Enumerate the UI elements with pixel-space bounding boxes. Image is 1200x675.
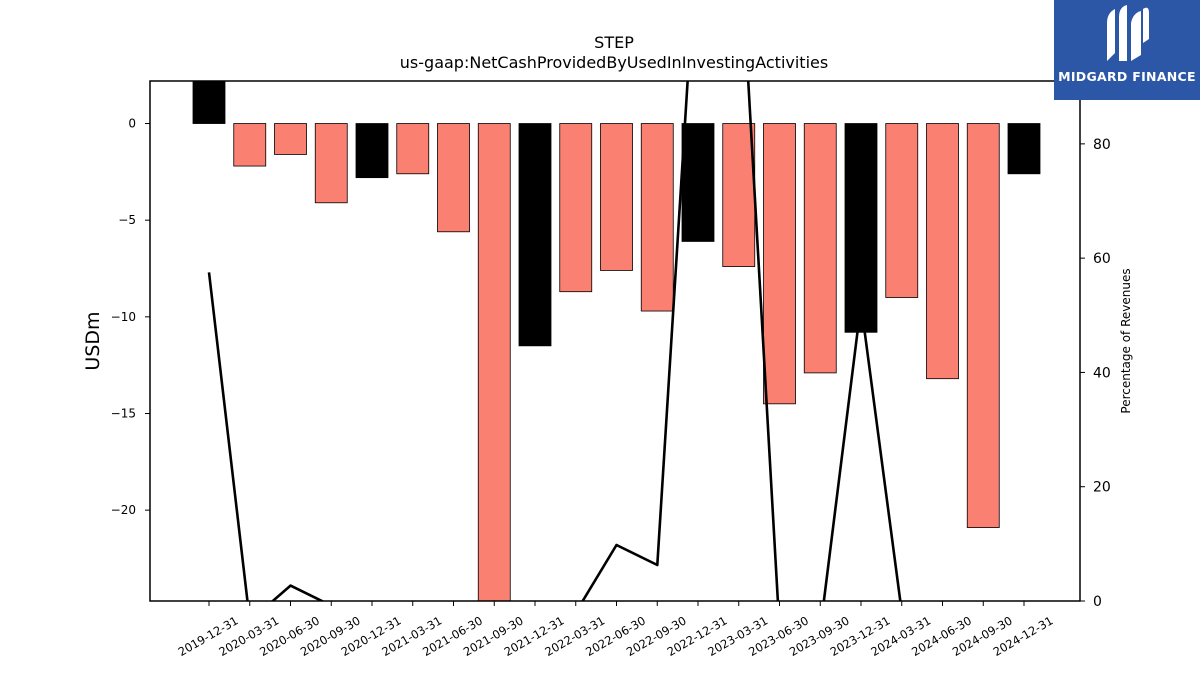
bar-2022-03-31 bbox=[559, 123, 593, 293]
bar-2023-03-31 bbox=[722, 123, 756, 267]
y2-tick-label: 0 bbox=[1093, 594, 1102, 610]
bars bbox=[192, 81, 1041, 601]
x-axis-ticks: 2019-12-312020-03-312020-06-302020-09-30… bbox=[176, 601, 1056, 659]
bar-2021-03-31 bbox=[396, 123, 430, 175]
bar-2024-09-30 bbox=[966, 123, 1000, 528]
y-axis-ticks: 0 −5 −10 −15 −20 bbox=[111, 117, 150, 517]
bar-2021-09-30 bbox=[477, 123, 511, 601]
y-tick-label: −15 bbox=[111, 406, 136, 420]
bar-2023-09-30 bbox=[803, 123, 837, 374]
y2-axis-ticks: 0 20 40 60 80 bbox=[1080, 137, 1111, 610]
bar-2019-12-31 bbox=[192, 81, 226, 124]
bar-2020-06-30 bbox=[274, 123, 307, 155]
bar-2022-09-30 bbox=[640, 123, 674, 312]
y-tick-label: −20 bbox=[111, 503, 136, 517]
plot-frame bbox=[149, 80, 1081, 602]
y2-tick-label: 60 bbox=[1093, 251, 1111, 267]
bar-2021-12-31 bbox=[518, 123, 552, 347]
chart-title: STEP bbox=[594, 33, 634, 52]
y2-tick-label: 80 bbox=[1093, 137, 1111, 153]
y2-tick-label: 40 bbox=[1093, 365, 1111, 381]
midgard-logo-icon bbox=[1107, 5, 1149, 61]
y-tick-label: −10 bbox=[111, 310, 136, 324]
bar-2024-12-31 bbox=[1007, 123, 1041, 175]
logo-text: MIDGARD FINANCE bbox=[1058, 69, 1196, 84]
y2-tick-label: 20 bbox=[1093, 480, 1111, 496]
y2-axis-label: Percentage of Revenues bbox=[1119, 268, 1133, 413]
bar-2020-03-31 bbox=[233, 123, 267, 167]
chart-subtitle: us-gaap:NetCashProvidedByUsedInInvesting… bbox=[400, 53, 828, 72]
bar-2022-12-31 bbox=[681, 123, 715, 242]
bar-2022-06-30 bbox=[600, 123, 633, 271]
bar-2023-06-30 bbox=[763, 123, 796, 405]
y-tick-label: −5 bbox=[118, 213, 136, 227]
bar-2020-12-31 bbox=[355, 123, 389, 179]
bar-2021-06-30 bbox=[437, 123, 470, 233]
y-tick-label: 0 bbox=[128, 117, 136, 131]
midgard-finance-logo: MIDGARD FINANCE bbox=[1054, 0, 1200, 100]
bar-2023-12-31 bbox=[844, 123, 878, 333]
bar-2024-03-31 bbox=[885, 123, 919, 298]
bar-2020-09-30 bbox=[314, 123, 348, 204]
revenue-percentage-line bbox=[207, 81, 902, 601]
bar-2024-06-30 bbox=[926, 123, 959, 380]
y-axis-label: USDm bbox=[82, 311, 104, 370]
revenue-percentage-polyline bbox=[207, 81, 902, 601]
